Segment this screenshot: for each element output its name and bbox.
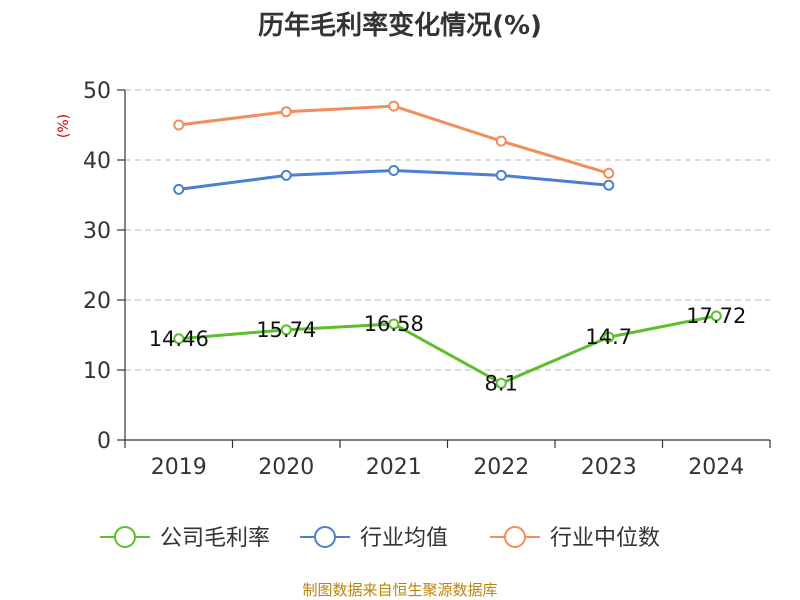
data-point bbox=[603, 179, 615, 191]
data-point bbox=[388, 100, 400, 112]
y-tick-label: 20 bbox=[83, 289, 111, 314]
data-label: 16.58 bbox=[364, 312, 424, 336]
x-tick-label: 2020 bbox=[258, 455, 314, 480]
y-tick-label: 30 bbox=[83, 219, 111, 244]
chart-title: 历年毛利率变化情况(%) bbox=[258, 10, 542, 41]
legend-label: 公司毛利率 bbox=[160, 526, 270, 551]
legend: 公司毛利率 行业均值 行业中位数 bbox=[100, 526, 660, 551]
axes: 0 10 20 30 40 50 2019 2020 2021 2022 2023 2024 bbox=[83, 79, 771, 480]
x-tick-label: 2019 bbox=[151, 455, 207, 480]
data-label: 17.72 bbox=[686, 304, 746, 328]
data-point bbox=[495, 377, 507, 389]
x-tick-label: 2023 bbox=[581, 455, 637, 480]
legend-swatch-marker bbox=[504, 526, 526, 548]
data-label: 8.1 bbox=[485, 371, 518, 395]
series-layer bbox=[173, 100, 722, 389]
data-point bbox=[388, 165, 400, 176]
source-note: 制图数据来自恒生聚源数据库 bbox=[302, 581, 497, 599]
y-tick-label: 40 bbox=[83, 149, 111, 174]
legend-item: 行业中位数 bbox=[490, 526, 660, 551]
legend-label: 行业中位数 bbox=[550, 526, 660, 551]
data-point bbox=[495, 135, 507, 147]
y-tick-label: 50 bbox=[83, 79, 111, 104]
data-point bbox=[173, 333, 185, 345]
data-point bbox=[388, 318, 400, 330]
data-point bbox=[280, 324, 292, 336]
data-point bbox=[603, 167, 615, 179]
legend-swatch-marker bbox=[114, 526, 136, 548]
x-tick-label: 2024 bbox=[688, 455, 744, 480]
data-labels: 14.46 15.74 16.58 8.1 14.7 17.72 bbox=[149, 304, 747, 395]
data-label: 15.74 bbox=[256, 318, 316, 342]
y-tick-label: 10 bbox=[83, 359, 111, 384]
legend-item: 公司毛利率 bbox=[100, 526, 270, 551]
data-point bbox=[495, 169, 507, 181]
y-tick-label: 0 bbox=[97, 429, 111, 454]
legend-swatch-marker bbox=[314, 526, 336, 548]
x-tick-label: 2021 bbox=[366, 455, 422, 480]
y-axis-label: (%) bbox=[56, 114, 72, 138]
data-label: 14.7 bbox=[585, 325, 632, 349]
data-point bbox=[173, 183, 185, 195]
data-point bbox=[280, 169, 292, 181]
data-point bbox=[710, 310, 722, 322]
data-point bbox=[603, 331, 615, 343]
legend-item: 行业均值 bbox=[300, 526, 448, 551]
series-line-0 bbox=[178, 314, 717, 385]
legend-label: 行业均值 bbox=[360, 526, 448, 551]
data-point bbox=[173, 119, 185, 131]
data-label: 14.46 bbox=[149, 327, 209, 351]
series-line-2 bbox=[178, 104, 610, 175]
gridlines bbox=[125, 89, 770, 371]
x-tick-label: 2022 bbox=[473, 455, 529, 480]
data-point bbox=[280, 106, 292, 118]
